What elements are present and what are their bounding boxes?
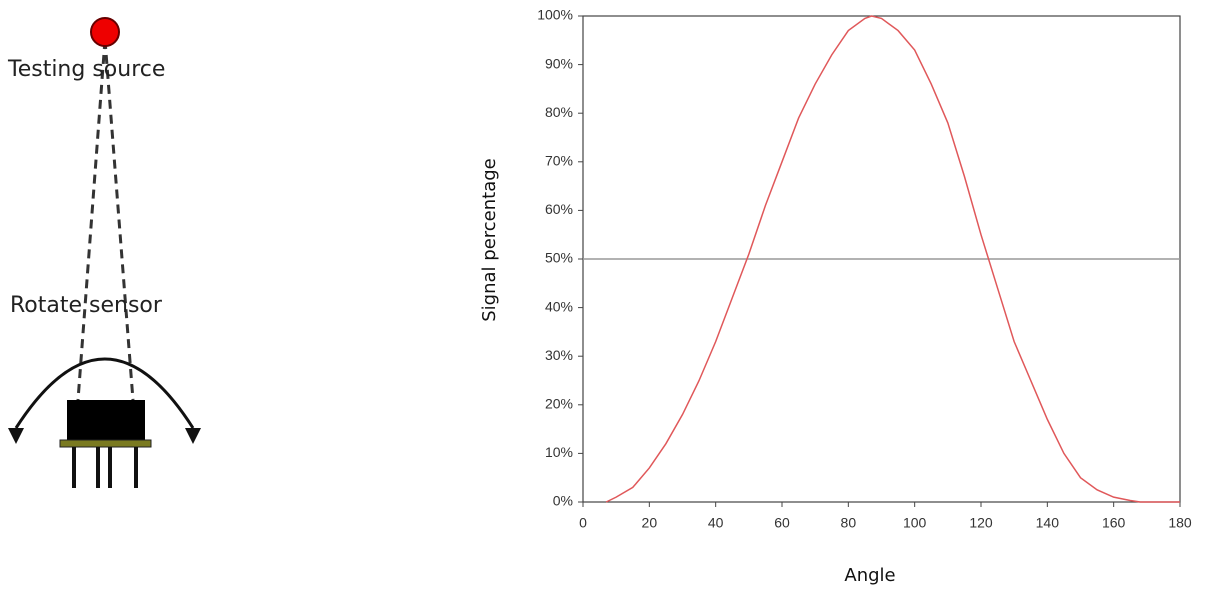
diagram: Testing source Rotate sensor — [7, 17, 201, 488]
x-tick-label: 40 — [708, 515, 724, 531]
x-tick-label: 20 — [642, 515, 658, 531]
sensor-body — [67, 400, 145, 440]
y-tick-label: 10% — [545, 444, 573, 460]
y-tick-label: 40% — [545, 298, 573, 314]
y-tick-label: 30% — [545, 347, 573, 363]
beam-line — [103, 39, 135, 401]
x-tick-label: 160 — [1102, 515, 1126, 531]
x-axis-label: Angle — [844, 565, 895, 586]
x-tick-label: 180 — [1168, 515, 1192, 531]
arrow-head — [8, 428, 24, 444]
y-tick-label: 80% — [545, 104, 573, 120]
signal-line — [605, 15, 1180, 503]
y-tick-label: 70% — [545, 153, 573, 169]
x-tick-label: 140 — [1036, 515, 1060, 531]
x-tick-label: 0 — [579, 515, 587, 531]
rotate-arc — [14, 357, 195, 429]
y-tick-label: 0% — [553, 493, 573, 509]
x-tick-label: 80 — [841, 515, 857, 531]
x-tick-label: 60 — [774, 515, 790, 531]
sensor-label: Rotate sensor — [10, 293, 163, 318]
sensor-pins — [72, 447, 138, 488]
arrow-head — [185, 428, 201, 444]
beam-line — [76, 39, 107, 401]
x-tick-label: 100 — [903, 515, 927, 531]
source-label: Testing source — [7, 57, 165, 82]
y-tick-label: 50% — [545, 250, 573, 266]
y-tick-label: 20% — [545, 396, 573, 412]
y-tick-label: 100% — [537, 7, 573, 23]
source-icon — [90, 17, 120, 47]
x-tick-label: 120 — [969, 515, 993, 531]
sensor-board — [59, 439, 152, 448]
y-tick-label: 90% — [545, 55, 573, 71]
y-tick-label: 60% — [545, 201, 573, 217]
y-axis-label: Signal percentage — [479, 158, 500, 322]
